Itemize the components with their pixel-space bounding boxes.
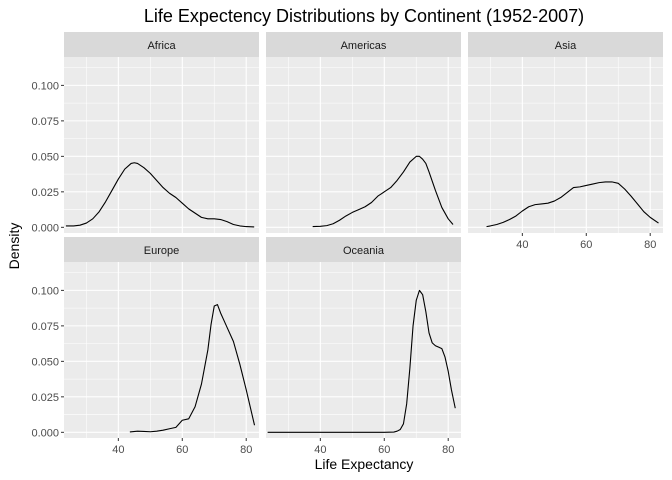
facet-strip-label-americas: Americas [341, 40, 387, 52]
gridlines-oceania [266, 262, 461, 438]
x-tick-label: 40 [516, 239, 528, 251]
x-tick-label: 80 [644, 239, 656, 251]
facet-oceania: Oceania 40 60 80 [266, 237, 461, 456]
y-tick-label: 0.000 [31, 222, 59, 234]
facet-strip-africa [64, 32, 259, 57]
y-axis-title: Density [6, 223, 22, 270]
x-tick-label: 80 [442, 444, 454, 456]
facet-strip-oceania [266, 237, 461, 262]
density-line-europe [129, 304, 256, 433]
x-axis-title: Life Expectancy [315, 456, 414, 472]
facet-strip-europe [64, 237, 259, 262]
y-tick-label: 0.050 [31, 151, 59, 163]
facet-strip-label-africa: Africa [147, 40, 176, 52]
facet-americas: Americas [266, 32, 461, 233]
y-tick-label: 0.100 [31, 80, 59, 92]
density-line-africa [65, 162, 255, 228]
y-tick-label: 0.000 [31, 427, 59, 439]
x-tick-label: 80 [240, 444, 252, 456]
panel-background-africa [64, 57, 259, 233]
x-axis-europe: 40 60 80 [112, 438, 252, 456]
x-tick-label: 60 [580, 239, 592, 251]
gridlines-europe [64, 262, 259, 438]
facet-strip-asia [468, 32, 663, 57]
facet-strip-label-asia: Asia [555, 40, 577, 52]
density-line-asia [486, 181, 659, 228]
y-tick-label: 0.025 [31, 187, 59, 199]
y-tick-label: 0.075 [31, 116, 59, 128]
panel-background-americas [266, 57, 461, 233]
facet-panels: Africa 0.000 0.025 0.050 0.075 0.100 Americas A… [31, 32, 663, 456]
y-tick-label: 0.100 [31, 285, 59, 297]
y-axis-africa: 0.000 0.025 0.050 0.075 0.100 [31, 80, 64, 234]
x-axis-asia: 40 60 80 [516, 233, 656, 251]
x-tick-label: 60 [378, 444, 390, 456]
facet-asia: Asia 40 60 80 [468, 32, 663, 251]
density-line-americas [312, 155, 454, 228]
chart-title: Life Expectency Distributions by Contine… [144, 6, 584, 26]
y-tick-label: 0.050 [31, 356, 59, 368]
facet-strip-label-oceania: Oceania [343, 245, 385, 257]
facet-africa: Africa 0.000 0.025 0.050 0.075 0.100 [31, 32, 259, 234]
y-axis-europe: 0.000 0.025 0.050 0.075 0.100 [31, 285, 64, 439]
panel-background-asia [468, 57, 663, 233]
density-line-oceania [267, 289, 456, 433]
x-tick-label: 60 [176, 444, 188, 456]
facet-strip-americas [266, 32, 461, 57]
gridlines-asia [468, 57, 663, 233]
gridlines-americas [266, 57, 461, 233]
x-tick-label: 40 [314, 444, 326, 456]
facet-europe: Europe 0.000 0.025 0.050 0.075 0.100 40 60 80 [31, 237, 259, 456]
facet-strip-label-europe: Europe [144, 245, 179, 257]
x-axis-oceania: 40 60 80 [314, 438, 454, 456]
y-tick-label: 0.075 [31, 321, 59, 333]
panel-background-oceania [266, 262, 461, 438]
panel-background-europe [64, 262, 259, 438]
x-tick-label: 40 [112, 444, 124, 456]
y-tick-label: 0.025 [31, 392, 59, 404]
